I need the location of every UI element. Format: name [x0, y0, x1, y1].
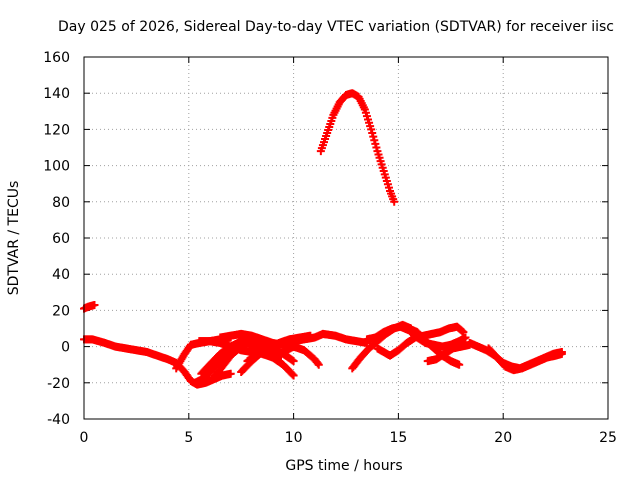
grid-lines — [84, 57, 608, 419]
x-tick-label: 20 — [494, 430, 512, 446]
y-axis-label: SDTVAR / TECUs — [6, 181, 22, 296]
x-axis-ticks: 0 5 10 15 20 25 — [80, 57, 617, 446]
data-point — [455, 360, 464, 369]
y-tick-label: 60 — [52, 231, 70, 247]
data-point — [289, 371, 298, 380]
x-tick-label: 15 — [389, 430, 407, 446]
data-point — [289, 342, 298, 351]
data-point — [226, 369, 235, 378]
x-tick-label: 5 — [184, 430, 193, 446]
series-s15 — [373, 322, 468, 360]
data-point — [288, 370, 297, 379]
data-point — [461, 333, 470, 342]
y-tick-label: -40 — [47, 412, 70, 428]
data-point — [289, 357, 298, 366]
series-s2 — [80, 335, 235, 389]
data-point — [459, 328, 468, 337]
y-tick-label: 0 — [61, 340, 70, 356]
y-tick-label: 100 — [43, 159, 70, 175]
series-s11 — [247, 342, 298, 362]
data-point — [90, 300, 99, 309]
y-tick-label: 140 — [43, 86, 70, 102]
y-tick-label: 20 — [52, 303, 70, 319]
x-tick-label: 25 — [599, 430, 617, 446]
series-s19 — [484, 344, 566, 375]
y-tick-label: 120 — [43, 122, 70, 138]
data-points — [80, 89, 566, 389]
y-axis-ticks: -40 -20 0 20 40 60 80 100 120 140 160 — [43, 50, 608, 428]
series-s17 — [423, 340, 474, 366]
x-axis-label: GPS time / hours — [285, 458, 402, 474]
chart-title: Day 025 of 2026, Sidereal Day-to-day VTE… — [58, 19, 614, 35]
plot-frame — [83, 56, 609, 420]
data-point — [390, 197, 399, 206]
data-point — [306, 331, 315, 340]
series-s16 — [404, 324, 464, 369]
series-s12 — [316, 89, 399, 206]
series-s1 — [80, 300, 99, 313]
y-tick-label: 80 — [52, 195, 70, 211]
x-tick-label: 10 — [285, 430, 303, 446]
y-tick-label: 160 — [43, 50, 70, 66]
y-tick-label: 40 — [52, 267, 70, 283]
x-tick-label: 0 — [80, 430, 89, 446]
data-point — [313, 359, 322, 368]
y-tick-label: -20 — [47, 376, 70, 392]
data-point — [314, 360, 323, 369]
data-point — [557, 349, 566, 358]
